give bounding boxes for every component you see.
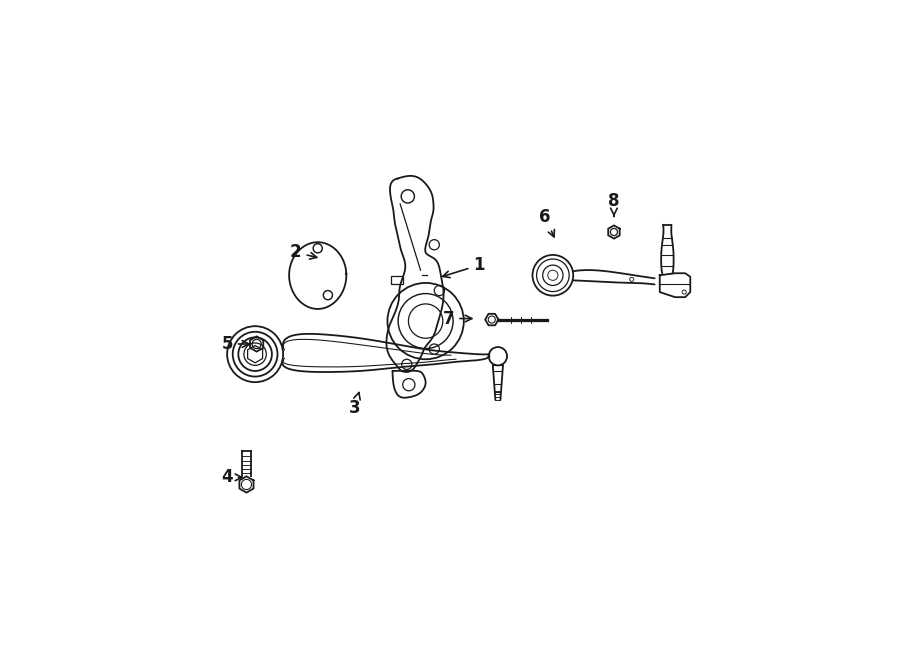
Text: 7: 7: [443, 309, 472, 328]
Text: 8: 8: [608, 192, 620, 216]
Bar: [391, 276, 402, 284]
Text: 2: 2: [290, 243, 317, 261]
Text: 1: 1: [443, 256, 485, 278]
Text: 3: 3: [348, 393, 360, 416]
Text: 5: 5: [221, 335, 249, 353]
Text: 6: 6: [539, 208, 554, 237]
Text: 4: 4: [221, 469, 242, 486]
